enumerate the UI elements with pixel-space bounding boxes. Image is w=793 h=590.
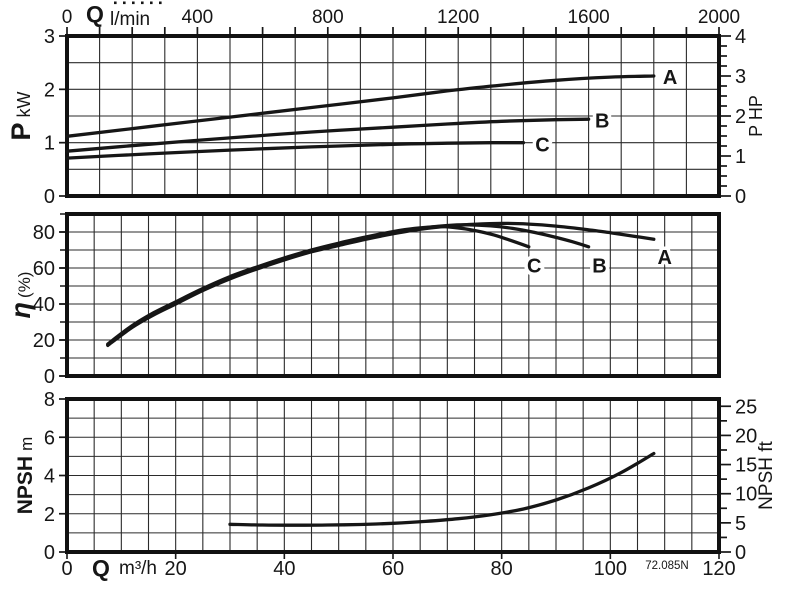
curve-A-power	[65, 74, 656, 138]
top-axis-tick-label: 1600	[567, 7, 609, 28]
efficiency-y-tick-label: 0	[44, 366, 55, 388]
bottom-axis-tick-label: 40	[273, 558, 295, 580]
efficiency-axis-title: η(%)	[6, 272, 36, 319]
svg-text:η(%): η(%)	[6, 272, 36, 319]
drawing-number: 72.085N	[645, 560, 688, 572]
curve-B-power	[65, 117, 591, 153]
npsh-ft-tick-label: 20	[735, 425, 757, 447]
npsh-ft-tick-label: 15	[735, 455, 757, 477]
efficiency-y-tick-label: 40	[33, 294, 55, 316]
curve-NPSH-npsh	[228, 451, 656, 527]
bottom-axis-tick-label: 120	[702, 558, 735, 580]
top-axis-tick-label: 1200	[437, 7, 479, 28]
power-hp-tick-label: 2	[735, 106, 746, 128]
power-grid	[67, 36, 719, 196]
clipped-print-artifact	[114, 1, 117, 5]
power-frame	[65, 34, 721, 198]
npsh-ft-tick-label: 25	[735, 396, 757, 418]
efficiency-y-tick-label: 60	[33, 258, 55, 280]
top-axis-tick-label: 800	[312, 7, 344, 28]
clipped-print-artifact	[123, 1, 126, 5]
npsh-y-tick-label: 4	[44, 466, 55, 488]
curve-label-C-power: C	[535, 134, 549, 156]
clipped-print-artifact	[141, 1, 144, 5]
efficiency-y-tick-label: 80	[33, 222, 55, 244]
npsh-ft-tick-label: 0	[735, 542, 746, 564]
clipped-print-artifact	[150, 1, 153, 5]
clipped-print-artifact	[159, 1, 162, 5]
curve-label-B-power: B	[595, 110, 609, 132]
top-axis-tick-label: 400	[182, 7, 214, 28]
power-y-tick-label: 3	[44, 26, 55, 48]
npsh-ft-axis-title: NPSH ft	[756, 440, 777, 509]
power-hp-tick-label: 0	[735, 186, 746, 208]
power-hp-axis-title: P HP	[746, 95, 766, 137]
npsh-y-tick-label: 8	[44, 389, 55, 411]
power-hp-tick-label: 3	[735, 66, 746, 88]
npsh-y-tick-label: 6	[44, 427, 55, 449]
power-y-tick-label: 0	[44, 186, 55, 208]
svg-text:NPSHm: NPSHm	[14, 437, 37, 515]
power-hp-tick-label: 4	[735, 26, 746, 48]
svg-text:P HP: P HP	[746, 95, 766, 137]
clipped-print-artifact	[132, 1, 135, 5]
power-y-tick-label: 2	[44, 79, 55, 101]
curve-C-efficiency	[106, 224, 531, 346]
top-axis-tick-label: 0	[62, 7, 73, 28]
power-y-tick-label: 1	[44, 133, 55, 155]
curve-label-B-efficiency: B	[592, 255, 606, 277]
efficiency-grid	[67, 214, 719, 376]
svg-text:PkW: PkW	[6, 91, 36, 140]
bottom-axis-tick-label: 60	[382, 558, 404, 580]
top-axis-title-symbol: Q	[86, 1, 104, 27]
npsh-ft-tick-label: 5	[735, 513, 746, 535]
npsh-y-tick-label: 0	[44, 542, 55, 564]
bottom-axis-tick-label: 80	[491, 558, 513, 580]
npsh-ft-tick-label: 10	[735, 484, 757, 506]
curve-label-C-efficiency: C	[527, 255, 541, 277]
bottom-axis-tick-label: 20	[165, 558, 187, 580]
curve-label-A-power: A	[663, 67, 677, 89]
power-panel: 0 1 2 3 0 1 2 3 4 A B C	[44, 26, 746, 208]
bottom-axis-title-symbol: Q	[92, 555, 110, 581]
bottom-axis-tick-label: 0	[61, 558, 72, 580]
power-axis-title: PkW	[6, 91, 36, 140]
bottom-axis-title-unit: m³/h	[119, 558, 157, 579]
top-axis-tick-label: 2000	[698, 7, 740, 28]
curve-C-power	[65, 141, 526, 160]
top-axis-title-unit: l/min	[110, 9, 150, 30]
efficiency-frame	[65, 212, 721, 378]
npsh-y-tick-label: 2	[44, 504, 55, 526]
bottom-axis-flow-m3h: 0 20 40 60 80 100 120 Q m³/h 72.085N	[61, 554, 736, 581]
efficiency-y-tick-label: 20	[33, 330, 55, 352]
curve-label-A-efficiency: A	[657, 247, 671, 269]
bottom-axis-tick-label: 100	[594, 558, 627, 580]
power-hp-tick-label: 1	[735, 146, 746, 168]
efficiency-panel: 0 20 40 60 80 C B A	[33, 212, 721, 388]
npsh-axis-title: NPSHm	[14, 437, 37, 515]
svg-text:NPSH ft: NPSH ft	[756, 440, 777, 509]
npsh-frame	[65, 397, 721, 554]
npsh-panel: 0 2 4 6 8 0 5 10 15 20 25	[44, 389, 757, 564]
top-axis-flow-lmin: 0 400 800 1200 1600 2000 Q l/min	[62, 1, 740, 35]
